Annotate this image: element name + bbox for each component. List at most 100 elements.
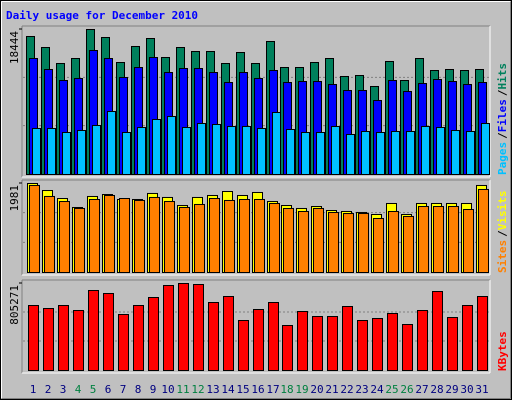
bar (152, 119, 161, 175)
bar (301, 132, 310, 175)
x-tick-label: 13 (206, 383, 219, 396)
bar (402, 323, 413, 371)
bar (373, 217, 384, 274)
bar (432, 290, 443, 372)
x-tick-label: 14 (221, 383, 235, 396)
bar (29, 184, 40, 273)
y-tick-label: 1981 (8, 185, 21, 212)
bar (451, 129, 460, 175)
bar (387, 312, 398, 372)
x-tick-label: 19 (295, 383, 308, 396)
bar (197, 123, 206, 175)
x-tick-label: 3 (60, 383, 67, 396)
bar (403, 215, 414, 273)
bar (238, 319, 249, 371)
chart-title: Daily usage for December 2010 (6, 9, 198, 22)
x-tick-label: 15 (236, 383, 249, 396)
bar (103, 292, 114, 372)
x-tick-label: 26 (400, 383, 413, 396)
bar (481, 123, 490, 175)
legend-entry: Sites (496, 240, 509, 273)
bar (254, 198, 265, 273)
x-tick-label: 27 (415, 383, 428, 396)
bar (257, 128, 266, 175)
bar (167, 115, 176, 175)
bar (137, 127, 146, 175)
bar (119, 198, 130, 273)
x-tick-label: 18 (280, 383, 293, 396)
bar (44, 195, 55, 273)
bar (376, 132, 385, 175)
legend-entry: KBytes (496, 331, 509, 371)
bar (361, 130, 370, 175)
bar (43, 307, 54, 371)
y-tick-label: 18444 (8, 31, 21, 64)
x-tick-label: 28 (430, 383, 443, 396)
bar (104, 194, 115, 273)
bar (107, 110, 116, 175)
bar (418, 206, 429, 273)
bar (59, 201, 70, 274)
x-tick-label: 25 (385, 383, 398, 396)
legend: Pages/Files/Hits (496, 63, 509, 175)
x-tick-label: 5 (90, 383, 97, 396)
bar (421, 125, 430, 175)
x-tick-label: 22 (340, 383, 353, 396)
x-tick-label: 23 (355, 383, 368, 396)
bar (118, 313, 129, 372)
bar (436, 127, 445, 175)
legend-separator: / (496, 132, 509, 139)
x-tick-label: 17 (266, 383, 279, 396)
bar (433, 206, 444, 273)
x-tick-label: 16 (251, 383, 264, 396)
x-tick-label: 12 (191, 383, 204, 396)
bar (77, 129, 86, 175)
x-tick-label: 1 (30, 383, 37, 396)
bar (212, 124, 221, 175)
y-tick-label: 805271 (8, 285, 21, 325)
legend-entry: Hits (496, 63, 509, 90)
bar (298, 210, 309, 273)
legend-entry: Pages (496, 142, 509, 175)
legend-separator: / (496, 89, 509, 96)
bar (239, 198, 250, 273)
x-tick-label: 9 (150, 383, 157, 396)
bar (327, 315, 338, 372)
x-tick-label: 29 (445, 383, 458, 396)
legend-entry: Visits (496, 191, 509, 231)
legend: KBytes (496, 331, 509, 371)
bar (73, 309, 84, 372)
bar (194, 203, 205, 273)
x-tick-label: 8 (135, 383, 142, 396)
bar (88, 289, 99, 372)
bar (358, 213, 369, 274)
bar (313, 207, 324, 274)
bar (272, 112, 281, 175)
bar (182, 127, 191, 175)
bar (179, 206, 190, 274)
bar (297, 310, 308, 372)
bar (331, 125, 340, 175)
bar (32, 128, 41, 175)
bar (122, 132, 131, 175)
bar (346, 134, 355, 175)
x-tick-label: 6 (105, 383, 112, 396)
x-tick-label: 2 (45, 383, 52, 396)
x-tick-label: 24 (370, 383, 384, 396)
bar (343, 213, 354, 274)
bar (89, 198, 100, 273)
bar (163, 284, 174, 372)
bar (328, 211, 339, 273)
bar (134, 199, 145, 273)
bar (372, 317, 383, 372)
legend-entry: Files (496, 99, 509, 132)
x-tick-label: 7 (120, 383, 127, 396)
bar (342, 305, 353, 371)
x-tick-label: 30 (460, 383, 473, 396)
x-tick-label: 31 (475, 383, 488, 396)
bar (58, 304, 69, 371)
bar (133, 304, 144, 371)
bar (357, 319, 368, 371)
bar (193, 283, 204, 372)
